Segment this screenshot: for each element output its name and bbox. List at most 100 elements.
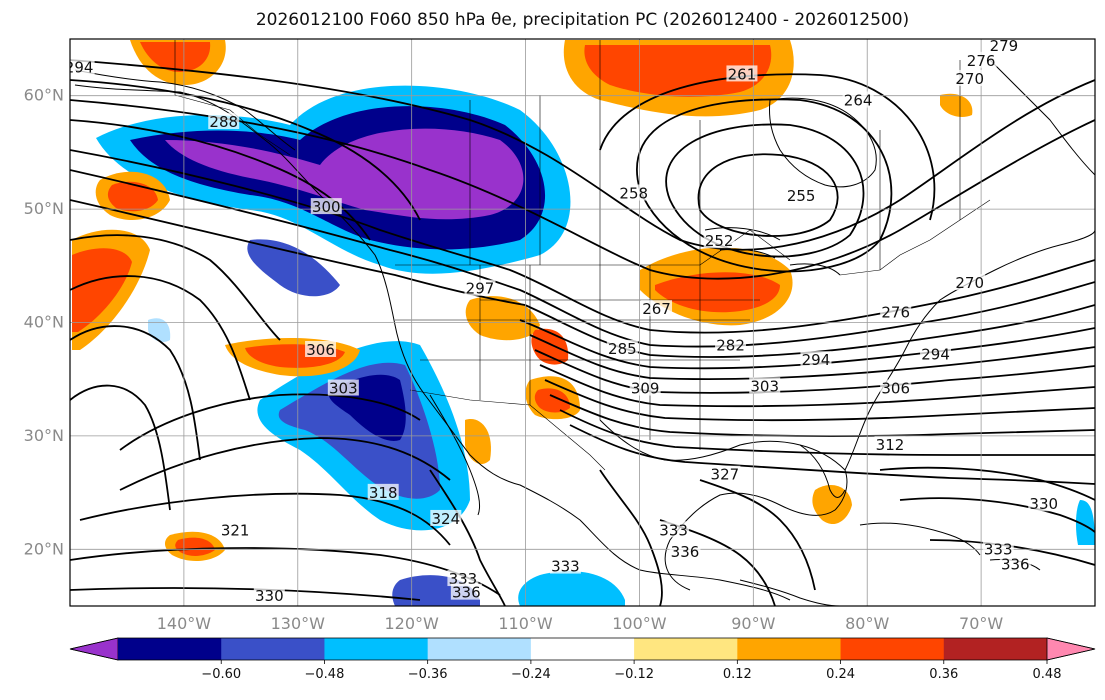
lon-tick-label: 80°W [845, 614, 889, 633]
contour-label: 324 [432, 510, 461, 528]
colorbar-tick-label: −0.60 [201, 667, 241, 682]
colorbar-swatch [427, 638, 532, 660]
contour-label-bg [785, 186, 817, 203]
contour-label-bg [982, 540, 1014, 557]
coastline-florida [799, 444, 846, 498]
contour-label: 306 [881, 380, 910, 398]
lon-tick-label: 140°W [157, 614, 212, 633]
contour-label: 330 [255, 587, 284, 605]
contour-label-bg [208, 113, 240, 130]
contour-label: 312 [876, 436, 905, 454]
contour-labels: 294 288 300 297 306 303 267 285 282 294 294 306 303 3… [70, 39, 1060, 605]
theta-e-contour-line [697, 153, 839, 237]
contour-label-bg [703, 232, 735, 249]
contour-label: 321 [221, 521, 250, 539]
contour-label-bg [715, 336, 747, 353]
contour-label: 330 [1029, 495, 1058, 513]
theta-e-contour-line [70, 79, 421, 221]
theta-e-contour-line [119, 437, 451, 491]
theta-e-contour-line [79, 492, 451, 546]
contour-label-bg [749, 377, 781, 394]
theta-e-contour-line [70, 99, 1095, 280]
theta-e-contour-line [899, 497, 1095, 533]
coastline-alaska [74, 69, 296, 151]
lat-tick-label: 40°N [24, 313, 64, 332]
contour-label-bg [726, 65, 758, 82]
theta-e-contour-line [70, 119, 371, 241]
contour-label: 255 [787, 187, 816, 205]
precip-shading-ak-red [584, 45, 772, 97]
coastline-baja [429, 394, 481, 516]
contour-label-bg [219, 521, 251, 538]
theta-e-contour-line [70, 234, 281, 341]
colorbar-extend-max [1046, 637, 1096, 661]
contour-label: 276 [881, 304, 910, 322]
colorbar-tick-label: −0.36 [408, 667, 448, 682]
precip-shading-nm-red [531, 328, 569, 365]
contour-label: 282 [716, 336, 745, 354]
contour-label: 336 [452, 584, 481, 602]
contour-label: 285 [608, 340, 637, 358]
lon-tick-label: 120°W [384, 614, 439, 633]
contour-label-bg [430, 509, 462, 526]
theta-e-contour-line [534, 349, 1095, 394]
contour-label: 261 [728, 65, 757, 83]
lat-tick-label: 50°N [24, 199, 64, 218]
latitude-labels: 20°N 30°N 40°N 50°N 60°N [24, 86, 64, 559]
contour-label-bg [880, 303, 912, 320]
contour-label-bg [800, 351, 832, 368]
colorbar-swatch [221, 638, 325, 660]
lon-tick-label: 100°W [612, 614, 667, 633]
contour-label: 270 [955, 274, 984, 292]
coastline-pacific [74, 84, 791, 601]
theta-e-contour-line [70, 59, 1095, 251]
precip-shading-tx-red [534, 388, 570, 413]
contour-label: 333 [551, 558, 580, 576]
contour-label-bg [327, 379, 359, 396]
precip-shading-hi-red [175, 537, 215, 556]
contour-label: 294 [802, 351, 831, 369]
lat-tick-label: 20°N [24, 539, 64, 558]
contour-label-bg [954, 69, 986, 86]
coastline-layer [74, 59, 1095, 606]
theta-e-contour-line [70, 587, 421, 601]
contour-label-bg [669, 542, 701, 559]
theta-e-contour-line [549, 394, 1095, 437]
theta-e-contour-line [70, 199, 1095, 358]
border-us-mexico [409, 389, 606, 471]
coastline-atlantic [844, 229, 1095, 471]
contour-label: 258 [619, 184, 648, 202]
contour-label: 297 [466, 280, 495, 298]
precip-shading-sw-light [148, 318, 171, 342]
contour-label: 267 [642, 300, 671, 318]
colorbar [69, 637, 1096, 661]
contour-label-bg [874, 436, 906, 453]
contour-label-bg [842, 91, 874, 108]
contour-label-bg [549, 557, 581, 574]
theta-e-contour-line [70, 169, 1095, 348]
contour-label-bg [880, 379, 912, 396]
colorbar-extend-min [69, 637, 119, 661]
lon-tick-label: 90°W [731, 614, 775, 633]
theta-e-contour-line [429, 469, 506, 606]
border-canada-prov [469, 40, 961, 270]
precip-shading-mx-orange [465, 419, 491, 465]
colorbar-tick-label: −0.48 [305, 667, 345, 682]
precip-shading-lb1 [518, 571, 625, 606]
precipitation-field [72, 40, 1095, 606]
longitude-labels: 140°W 130°W 120°W 110°W 100°W 90°W 80°W 70°W [157, 614, 1004, 633]
contour-label: 327 [711, 466, 740, 484]
coastline-cuba [859, 522, 981, 556]
contour-label-bg [447, 570, 479, 587]
theta-e-contour-line [699, 479, 816, 591]
theta-e-contour-line [119, 393, 421, 451]
contour-label-bg [954, 274, 986, 291]
contour-label-bg [709, 465, 741, 482]
colorbar-tick-label: 0.36 [929, 667, 958, 682]
theta-e-contour-line [665, 123, 865, 258]
contour-label: 336 [671, 543, 700, 561]
contour-label: 318 [369, 484, 398, 502]
precip-shading-canada-orange [940, 93, 973, 117]
contour-label: 252 [705, 232, 734, 250]
colorbar-swatch [324, 638, 429, 660]
